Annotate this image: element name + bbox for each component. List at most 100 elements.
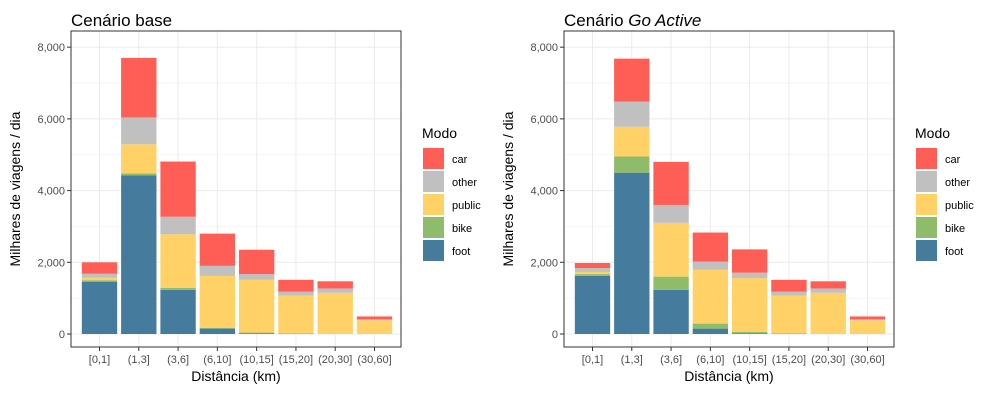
legend-swatch-foot [423, 240, 444, 261]
legend-label-public: public [945, 200, 974, 212]
y-tick-label: 0 [59, 329, 65, 341]
x-tick-label: (3,6] [660, 354, 682, 366]
bar-public-0 [574, 271, 611, 275]
legend-title: Modo [422, 125, 457, 141]
bar-foot-0 [574, 275, 611, 334]
bar-other-6 [317, 288, 353, 293]
y-tick-label: 2,000 [530, 257, 558, 269]
bar-other-2 [653, 204, 689, 223]
x-tick-label: (10,15] [733, 354, 767, 366]
x-tick-label: (1,3] [128, 354, 150, 366]
legend-label-bike: bike [945, 223, 965, 235]
legend-label-other: other [945, 177, 970, 189]
bar-foot-0 [81, 281, 118, 334]
legend-label-bike: bike [452, 223, 472, 235]
bar-car-3 [199, 233, 236, 266]
y-tick-label: 6,000 [530, 114, 558, 126]
x-tick-label: [0,1] [89, 354, 110, 366]
x-tick-label: (1,3] [621, 354, 643, 366]
y-tick-label: 8,000 [530, 42, 558, 54]
x-tick-label: (30,60] [357, 354, 391, 366]
bar-other-4 [238, 274, 275, 280]
chart-title: Cenário Go Active [564, 11, 701, 30]
bar-public-0 [81, 277, 118, 281]
legend-swatch-bike [423, 217, 444, 238]
bar-car-0 [81, 262, 118, 274]
legend-swatch-public [423, 194, 444, 215]
bar-public-7 [356, 320, 393, 334]
legend-swatch-bike [916, 217, 937, 238]
y-tick-label: 2,000 [37, 257, 65, 269]
y-tick-label: 0 [552, 329, 558, 341]
bar-car-7 [849, 316, 886, 320]
bar-car-1 [121, 57, 157, 118]
y-axis-title: Milhares de viagens / dia [7, 111, 23, 266]
bar-bike-4 [238, 332, 275, 334]
y-tick-label: 8,000 [37, 42, 65, 54]
bar-car-1 [614, 58, 650, 102]
legend-swatch-car [423, 148, 444, 169]
bar-public-5 [278, 295, 314, 334]
plot-border [563, 30, 895, 348]
legend-swatch-public [916, 194, 937, 215]
x-tick-label: (20,30] [811, 354, 845, 366]
bar-bike-5 [278, 333, 314, 334]
bar-public-1 [614, 126, 650, 157]
chart-panel-1: 0 2,000 4,000 6,000 8,000 [0,1] (1,3] (3,6] (6,1… [7, 11, 481, 384]
bar-other-3 [692, 261, 729, 270]
y-tick-label: 6,000 [37, 114, 65, 126]
legend-title: Modo [915, 125, 950, 141]
legend-swatch-foot [916, 240, 937, 261]
bar-other-3 [199, 265, 236, 276]
bar-foot-3 [199, 328, 236, 334]
bar-bike-0 [574, 274, 611, 276]
chart-panel-2: 0 2,000 4,000 6,000 8,000 [0,1] (1,3] (3,6] (6,1… [500, 11, 974, 384]
bar-other-4 [731, 272, 768, 279]
x-tick-label: (6,10] [696, 354, 724, 366]
bar-other-1 [121, 117, 157, 145]
bar-car-4 [731, 249, 768, 273]
bar-other-0 [574, 268, 611, 272]
bar-car-0 [574, 263, 611, 269]
bar-bike-2 [653, 276, 689, 290]
x-tick-label: (15,20] [772, 354, 806, 366]
bar-car-5 [771, 279, 807, 292]
bar-public-3 [199, 275, 236, 328]
bar-car-7 [356, 316, 393, 320]
legend-label-car: car [945, 154, 961, 166]
bar-public-7 [849, 320, 886, 334]
bar-public-5 [771, 295, 807, 334]
legend-label-car: car [452, 154, 468, 166]
x-tick-label: (3,6] [167, 354, 189, 366]
bar-public-2 [653, 222, 689, 277]
bar-foot-1 [121, 175, 157, 334]
bar-bike-4 [731, 331, 768, 334]
x-tick-label: [0,1] [582, 354, 603, 366]
legend-swatch-car [916, 148, 937, 169]
bar-other-6 [810, 288, 846, 293]
bar-car-6 [317, 281, 353, 289]
legend-swatch-other [423, 171, 444, 192]
y-tick-label: 4,000 [530, 186, 558, 198]
legend-swatch-other [916, 171, 937, 192]
bar-other-1 [614, 101, 650, 127]
bar-bike-0 [81, 280, 118, 282]
bar-bike-1 [121, 173, 157, 176]
x-tick-label: (30,60] [850, 354, 884, 366]
legend-label-foot: foot [452, 246, 470, 258]
bar-other-5 [278, 291, 314, 296]
bar-car-5 [278, 279, 314, 292]
bar-car-3 [692, 232, 729, 262]
bar-public-2 [160, 234, 196, 288]
bar-foot-4 [238, 333, 275, 334]
bar-foot-4 [731, 333, 768, 334]
bar-public-4 [238, 279, 275, 333]
legend-label-public: public [452, 200, 481, 212]
bar-car-6 [810, 281, 846, 289]
bar-foot-2 [160, 289, 196, 334]
legend: Modo car other public bike foot [422, 125, 481, 261]
legend-label-other: other [452, 177, 477, 189]
bar-other-2 [160, 216, 196, 235]
